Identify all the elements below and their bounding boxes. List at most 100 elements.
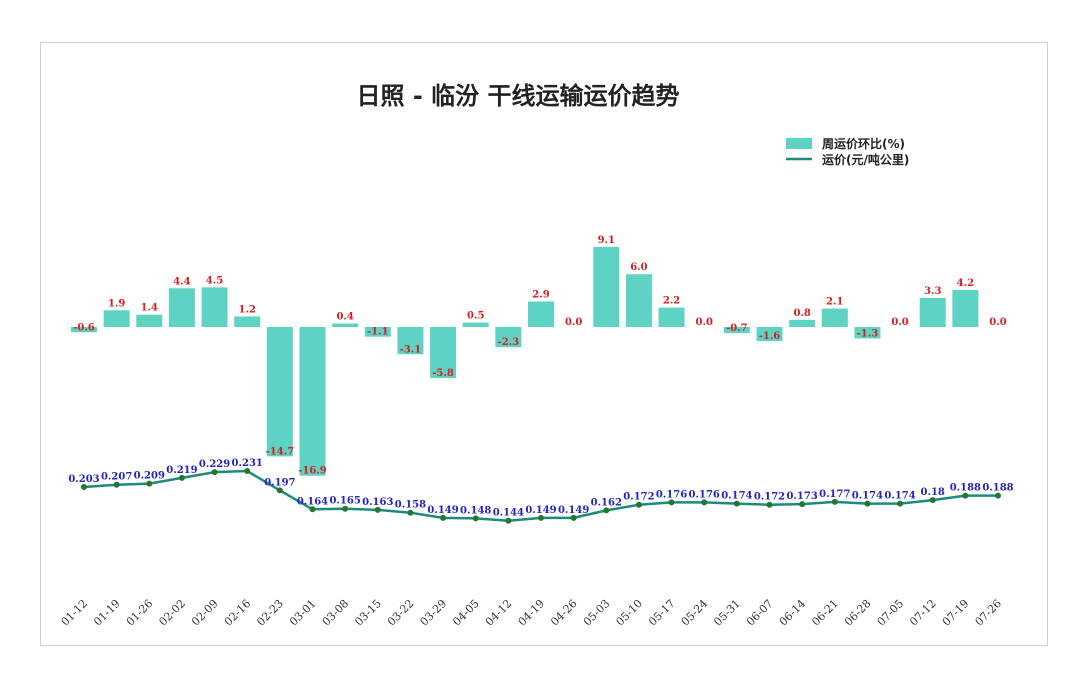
chart-title: 日照 - 临汾 干线运输运价趋势 xyxy=(356,82,679,110)
x-tick-03-01: 03-01 xyxy=(287,597,319,629)
price-label-07-26: 0.188 xyxy=(982,483,1013,494)
bar-02-23 xyxy=(266,327,293,457)
bar-label-02-23: -14.7 xyxy=(266,446,295,457)
bar-label-06-21: 2.1 xyxy=(826,297,843,308)
price-point-03-08 xyxy=(342,505,349,512)
bar-labels: -0.6 1.9 1.4 4.4 4.5 1.2 -14.7-16.9 0.4 -1.1 -3.1… xyxy=(73,235,1007,477)
x-tick-02-09: 02-09 xyxy=(189,597,221,629)
price-point-03-22 xyxy=(407,509,414,516)
line-series xyxy=(81,468,1001,524)
price-point-02-09 xyxy=(211,469,218,476)
bar-label-01-12: -0.6 xyxy=(73,322,95,333)
bar-label-01-19: 1.9 xyxy=(108,298,125,309)
x-tick-05-17: 05-17 xyxy=(646,597,678,629)
bar-06-14 xyxy=(789,319,816,327)
bar-label-01-26: 1.4 xyxy=(141,303,158,314)
price-label-06-28: 0.174 xyxy=(852,491,883,502)
x-tick-01-19: 01-19 xyxy=(91,597,123,629)
x-tick-05-03: 05-03 xyxy=(581,597,613,629)
price-label-02-09: 0.229 xyxy=(199,459,230,470)
chart-frame xyxy=(40,42,1048,646)
price-label-02-02: 0.219 xyxy=(166,465,197,476)
x-tick-02-02: 02-02 xyxy=(156,597,188,629)
price-label-03-08: 0.165 xyxy=(329,496,360,507)
price-label-03-01: 0.164 xyxy=(297,496,328,507)
bar-label-07-05: 0.0 xyxy=(891,317,908,328)
bar-label-02-02: 4.4 xyxy=(173,276,190,287)
price-point-01-12 xyxy=(81,484,87,490)
bar-05-17 xyxy=(658,307,685,327)
bar-05-10 xyxy=(625,274,652,327)
bar-01-19 xyxy=(103,310,130,327)
price-label-04-05: 0.148 xyxy=(460,505,491,516)
price-label-03-29: 0.149 xyxy=(427,505,458,516)
bar-label-03-08: 0.4 xyxy=(336,311,353,322)
x-tick-05-10: 05-10 xyxy=(613,597,645,629)
bar-label-02-16: 1.2 xyxy=(239,304,256,315)
price-label-01-12: 0.203 xyxy=(68,474,99,485)
bar-label-07-12: 3.3 xyxy=(924,286,941,297)
price-label-01-26: 0.209 xyxy=(134,471,165,482)
price-point-02-02 xyxy=(178,474,185,481)
price-label-03-22: 0.158 xyxy=(395,500,426,511)
bar-label-04-19: 2.9 xyxy=(532,289,549,300)
bar-03-29 xyxy=(430,327,457,379)
bar-06-28 xyxy=(854,327,881,339)
x-tick-05-24: 05-24 xyxy=(679,597,711,629)
price-label-02-23: 0.197 xyxy=(264,477,295,488)
price-point-05-24 xyxy=(701,499,708,506)
legend-bar-swatch xyxy=(786,138,812,149)
x-tick-03-29: 03-29 xyxy=(418,597,450,629)
x-tick-04-05: 04-05 xyxy=(450,597,482,629)
price-point-06-14 xyxy=(799,501,806,508)
bar-label-03-29: -5.8 xyxy=(432,368,454,379)
price-label-07-05: 0.174 xyxy=(884,491,915,502)
price-label-05-17: 0.176 xyxy=(656,489,687,500)
bar-01-26 xyxy=(136,314,163,327)
price-point-06-07 xyxy=(766,501,773,508)
x-tick-02-23: 02-23 xyxy=(254,597,286,629)
bar-label-03-22: -3.1 xyxy=(400,344,422,355)
price-point-02-16 xyxy=(244,468,251,474)
bar-02-16 xyxy=(234,316,261,327)
price-label-02-16: 0.231 xyxy=(232,458,263,469)
price-label-03-15: 0.163 xyxy=(362,497,393,508)
bar-03-15 xyxy=(364,327,391,337)
x-tick-06-28: 06-28 xyxy=(842,597,874,629)
price-point-07-05 xyxy=(897,500,904,507)
x-tick-05-31: 05-31 xyxy=(711,597,743,629)
x-tick-06-07: 06-07 xyxy=(744,597,776,629)
bar-label-07-19: 4.2 xyxy=(957,278,974,289)
x-tick-07-12: 07-12 xyxy=(907,597,939,629)
bar-02-02 xyxy=(168,288,195,327)
price-label-04-26: 0.149 xyxy=(558,505,589,516)
price-point-06-28 xyxy=(864,500,871,507)
x-tick-03-15: 03-15 xyxy=(352,597,384,629)
price-point-07-12 xyxy=(929,497,936,504)
bar-label-05-03: 9.1 xyxy=(598,235,615,246)
bar-series xyxy=(71,246,979,476)
x-tick-07-05: 07-05 xyxy=(875,597,907,629)
x-tick-03-08: 03-08 xyxy=(320,597,352,629)
price-label-06-21: 0.177 xyxy=(819,489,850,500)
bar-label-05-24: 0.0 xyxy=(696,317,713,328)
price-label-01-19: 0.207 xyxy=(101,472,132,483)
bar-label-05-17: 2.2 xyxy=(663,296,680,307)
bar-label-03-01: -16.9 xyxy=(298,466,327,477)
bar-01-12 xyxy=(71,327,97,333)
price-point-05-10 xyxy=(635,501,642,508)
legend: 周运价环比(%) 运价(元/吨公里) xyxy=(786,136,909,167)
price-point-05-03 xyxy=(603,507,610,514)
price-point-03-29 xyxy=(440,514,447,521)
price-point-05-31 xyxy=(733,500,740,507)
bar-04-12 xyxy=(495,327,522,348)
bar-06-21 xyxy=(821,308,848,327)
price-point-04-19 xyxy=(538,514,544,521)
price-point-02-23 xyxy=(276,487,283,494)
price-point-03-15 xyxy=(374,506,381,513)
x-tick-04-12: 04-12 xyxy=(483,597,515,629)
price-label-05-24: 0.176 xyxy=(689,489,720,500)
x-tick-07-19: 07-19 xyxy=(940,597,972,629)
bar-05-03 xyxy=(593,246,620,327)
price-label-07-19: 0.188 xyxy=(950,483,981,494)
